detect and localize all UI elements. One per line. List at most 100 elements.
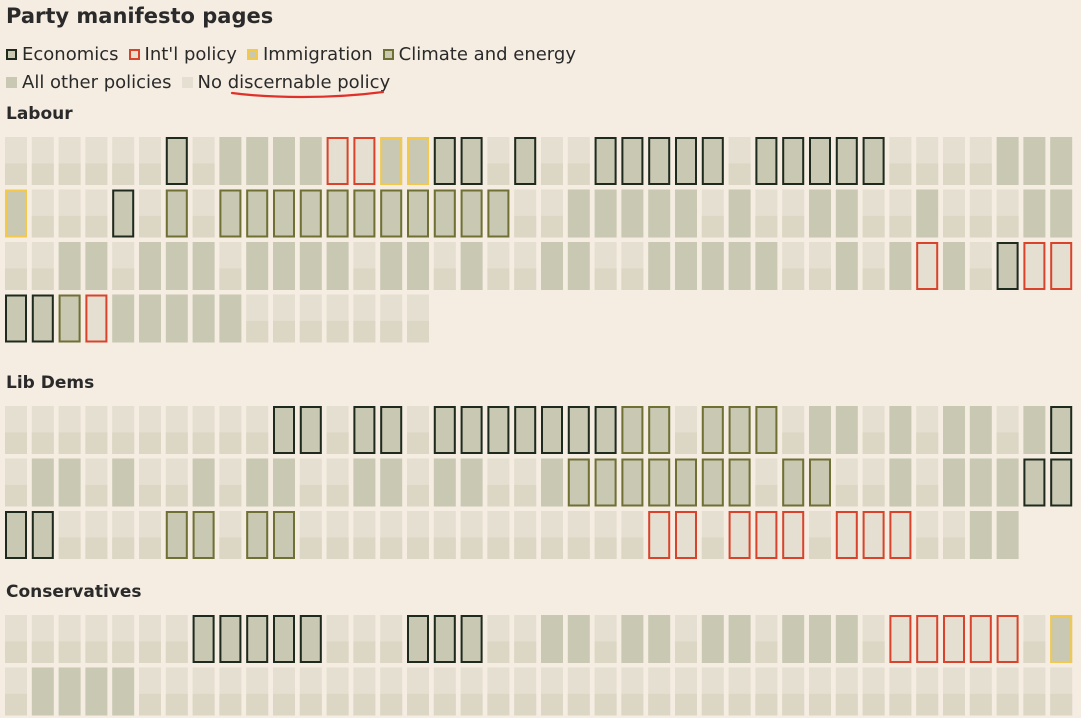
page-cell-climate xyxy=(728,406,751,454)
page-cell-other xyxy=(165,242,188,290)
page-cell-none xyxy=(541,511,563,559)
page-cell-none xyxy=(835,667,858,716)
page-cell-none xyxy=(433,667,456,716)
page-cell-other xyxy=(31,667,54,716)
page-cell-climate xyxy=(701,458,724,507)
legend-item-none: No discernable policy xyxy=(181,72,390,93)
page-cell-immigration xyxy=(5,189,27,238)
page-cell-none xyxy=(85,137,108,185)
legend-item-immigration: Immigration xyxy=(246,44,373,65)
page-cell-none xyxy=(514,458,537,507)
page-cell-other xyxy=(165,294,188,343)
page-cell-none xyxy=(299,511,322,559)
page-cell-none xyxy=(219,511,242,559)
page-cell-economics xyxy=(594,406,617,454)
page-cell-climate xyxy=(675,458,697,507)
page-cell-intl-policy xyxy=(835,511,858,559)
page-cell-none xyxy=(567,667,590,716)
page-cell-intl-policy xyxy=(889,511,912,559)
page-cell-other xyxy=(969,458,992,507)
page-cell-climate xyxy=(487,189,510,238)
page-cell-economics xyxy=(219,615,242,663)
page-cell-none xyxy=(246,294,269,343)
page-cell-intl-policy xyxy=(862,511,885,559)
page-cell-none xyxy=(353,294,376,343)
page-cell-intl-policy xyxy=(326,137,349,185)
page-cell-none xyxy=(326,615,349,663)
page-cell-economics xyxy=(701,137,724,185)
page-cell-none xyxy=(31,615,54,663)
page-cell-none xyxy=(969,189,992,238)
legend-item-other: All other policies xyxy=(6,72,172,93)
page-cell-economics xyxy=(31,511,54,559)
page-cell-other xyxy=(648,615,671,663)
page-cell-none xyxy=(273,294,295,343)
page-cell-other xyxy=(273,137,295,185)
page-cell-none xyxy=(139,406,161,454)
page-cell-other xyxy=(889,242,912,290)
page-cell-economics xyxy=(407,615,429,663)
page-cell-none xyxy=(353,667,376,716)
page-cell-none xyxy=(165,406,188,454)
legend-label-economics: Economics xyxy=(22,43,119,65)
page-cell-other xyxy=(326,242,349,290)
page-cell-none xyxy=(1050,667,1073,716)
page-cell-none xyxy=(487,242,510,290)
page-cell-none xyxy=(862,667,885,716)
page-cell-economics xyxy=(5,294,27,343)
page-cell-none xyxy=(1023,615,1046,663)
page-cell-none xyxy=(541,667,563,716)
page-cell-climate xyxy=(460,189,483,238)
legend-row-2: All other policies No discernable policy xyxy=(6,70,400,94)
page-cell-none xyxy=(5,406,27,454)
page-cell-economics xyxy=(1050,458,1073,507)
page-cell-none xyxy=(728,137,751,185)
page-cell-climate xyxy=(246,511,269,559)
legend-swatch-none xyxy=(181,76,193,88)
page-cell-other xyxy=(943,242,965,290)
page-cell-none xyxy=(58,137,81,185)
page-cell-none xyxy=(594,242,617,290)
page-cell-other xyxy=(192,294,215,343)
page-cell-intl-policy xyxy=(1050,242,1073,290)
page-cell-none xyxy=(5,137,27,185)
page-cell-none xyxy=(889,667,912,716)
legend-item-climate: Climate and energy xyxy=(382,44,576,65)
page-cell-other xyxy=(889,458,912,507)
page-cell-none xyxy=(139,137,161,185)
page-cell-climate xyxy=(648,406,671,454)
page-cell-economics xyxy=(514,137,537,185)
page-cell-economics xyxy=(433,406,456,454)
page-cell-other xyxy=(701,615,724,663)
page-cell-other xyxy=(353,458,376,507)
page-cell-other xyxy=(1050,137,1073,185)
page-cell-none xyxy=(407,511,429,559)
page-cell-none xyxy=(487,137,510,185)
page-cell-intl-policy xyxy=(996,615,1019,663)
page-cell-none xyxy=(139,189,161,238)
page-cell-none xyxy=(380,511,403,559)
page-cell-none xyxy=(273,667,295,716)
page-cell-none xyxy=(487,667,510,716)
page-cell-none xyxy=(755,667,778,716)
page-cell-other xyxy=(58,242,81,290)
page-cell-none xyxy=(5,615,27,663)
page-cell-none xyxy=(326,406,349,454)
page-cell-intl-policy xyxy=(353,137,376,185)
page-cell-economics xyxy=(299,406,322,454)
page-cell-other xyxy=(996,511,1019,559)
page-cell-none xyxy=(407,294,429,343)
page-cell-other xyxy=(809,189,831,238)
page-cell-other xyxy=(541,458,563,507)
page-cell-climate xyxy=(407,189,429,238)
page-cell-other xyxy=(219,137,242,185)
page-cell-economics xyxy=(675,137,697,185)
page-cell-none xyxy=(353,615,376,663)
page-cell-none xyxy=(85,615,108,663)
page-cell-none xyxy=(487,511,510,559)
page-cell-economics xyxy=(996,242,1019,290)
page-cell-economics xyxy=(621,137,644,185)
page-cell-none xyxy=(487,615,510,663)
page-cell-economics xyxy=(755,137,778,185)
